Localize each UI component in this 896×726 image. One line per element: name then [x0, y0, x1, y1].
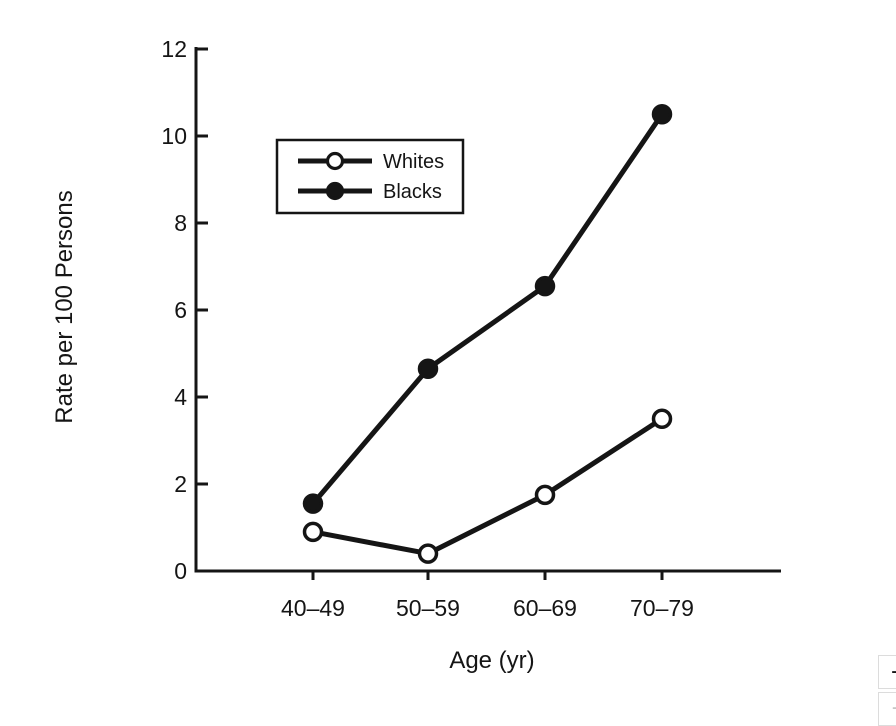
legend-box: [275, 138, 465, 215]
x-tick-label: 50–59: [396, 595, 460, 621]
data-point-whites: [534, 484, 556, 506]
x-tick-label: 70–79: [630, 595, 694, 621]
y-tick-label: 2: [174, 471, 187, 497]
x-axis-title: Age (yr): [449, 647, 534, 674]
minus-icon: −: [891, 697, 896, 721]
y-tick-label: 4: [174, 384, 187, 410]
series-line-whites: [310, 416, 665, 557]
zoom-in-button[interactable]: +: [878, 655, 896, 689]
data-point-blacks: [302, 493, 324, 514]
data-point-blacks: [534, 275, 556, 297]
x-tick-label: 60–69: [513, 595, 577, 621]
plus-icon: +: [891, 659, 896, 685]
y-tick-label: 0: [174, 558, 187, 584]
legend-label-whites: Whites: [383, 151, 444, 173]
y-axis-title: Rate per 100 Persons: [51, 190, 78, 423]
axes-spine: [194, 47, 781, 573]
y-tick-label: 6: [174, 297, 187, 323]
data-point-blacks: [651, 104, 673, 125]
data-point-whites: [302, 521, 324, 543]
y-tick-label: 12: [161, 36, 187, 62]
zoom-out-button[interactable]: −: [878, 692, 896, 726]
y-tick-label: 8: [174, 210, 187, 236]
y-tick-label: 10: [161, 123, 187, 149]
data-point-whites: [651, 408, 673, 429]
series-line-blacks: [310, 111, 665, 507]
data-point-whites: [417, 543, 439, 564]
zoom-control: + −: [878, 655, 896, 726]
data-point-blacks: [417, 358, 439, 379]
legend-marker-blacks: [325, 181, 345, 201]
x-tick-label: 40–49: [281, 595, 345, 621]
legend-label-blacks: Blacks: [383, 181, 442, 203]
legend-marker-whites: [325, 151, 345, 171]
